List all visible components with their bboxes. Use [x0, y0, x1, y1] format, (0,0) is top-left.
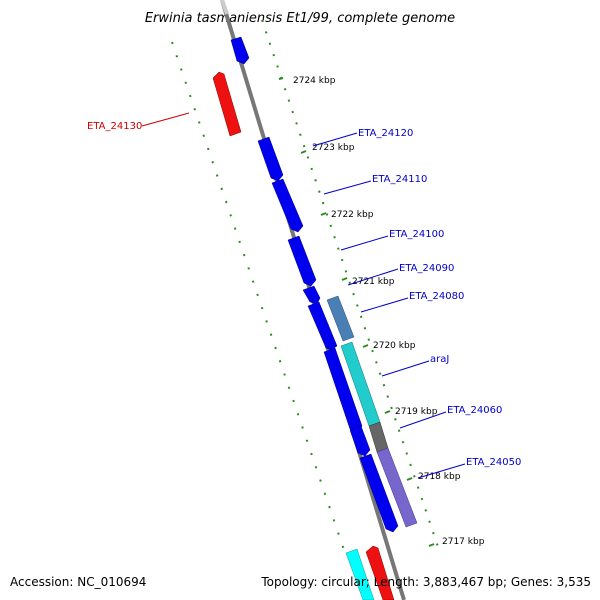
gene-ETA_24060-shape[interactable]: [368, 421, 389, 453]
genome-summary-text: Topology: circular; Length: 3,883,467 bp…: [260, 575, 591, 589]
gene-ETA_24060-companion-shape[interactable]: [349, 425, 371, 457]
scale-tick-1: 2723 kbp: [300, 143, 355, 154]
scale-tick-label: 2720 kbp: [373, 341, 416, 351]
gene-label-text: ETA_24130: [87, 121, 142, 132]
gene-label-text: araJ: [430, 354, 449, 365]
gene-label-text: ETA_24120: [358, 128, 413, 139]
scale-tick-label: 2721 kbp: [352, 277, 395, 287]
gene-label-ETA_24100[interactable]: ETA_24100: [340, 229, 444, 251]
gene-label-text: ETA_24100: [389, 229, 444, 240]
gene-ETA_24080-shape[interactable]: [307, 301, 338, 351]
gene-label-text: ETA_24080: [409, 291, 464, 302]
map-title: Erwinia tasmaniensis Et1/99, complete ge…: [145, 11, 455, 26]
gene-label-text: ETA_24060: [447, 405, 502, 416]
gene-label-ETA_24130[interactable]: ETA_24130: [87, 112, 190, 132]
scale-tick-label: 2717 kbp: [442, 537, 485, 547]
gene-label-ETA_24110[interactable]: ETA_24110: [323, 174, 427, 195]
gene-ETA_24050-companion-shape[interactable]: [359, 453, 399, 533]
scale-tick-label: 2724 kbp: [293, 76, 336, 86]
gene-label-text: ETA_24050: [466, 457, 521, 468]
gene-shape-forward-1[interactable]: [230, 36, 250, 65]
scale-tick-2: 2722 kbp: [320, 210, 374, 220]
gene-ETA_24100-shape[interactable]: [287, 235, 317, 287]
scale-tick-4: 2720 kbp: [362, 341, 416, 351]
scale-tick-label: 2722 kbp: [331, 210, 374, 220]
gene-ETA_24120-shape[interactable]: [257, 136, 284, 182]
gene-label-ETA_24090[interactable]: ETA_24090: [347, 263, 454, 286]
gene-label-araJ[interactable]: araJ: [381, 354, 449, 377]
backbone-top-fade: [220, 0, 229, 15]
gene-label-ETA_24080[interactable]: ETA_24080: [360, 291, 464, 313]
gene-ETA_24090-shape[interactable]: [302, 285, 321, 305]
gene-ETA_24130-shape[interactable]: [212, 71, 242, 137]
gene-label-text: ETA_24110: [372, 174, 427, 185]
inner-tick-track: [261, 19, 441, 554]
gene-label-ETA_24120[interactable]: ETA_24120: [312, 128, 413, 147]
gene-ETA_24080-shape-highlight[interactable]: [326, 295, 355, 342]
gene-ETA_24050-shape[interactable]: [376, 447, 418, 528]
scale-tick-label: 2719 kbp: [395, 407, 438, 417]
accession-text: Accession: NC_010694: [10, 575, 146, 589]
gene-shape-bottom-red[interactable]: [365, 545, 395, 600]
scale-tick-6: 2718 kbp: [406, 472, 461, 482]
scale-tick-3: 2721 kbp: [341, 277, 395, 287]
outer-tick-track: [171, 41, 346, 554]
scale-tick-5: 2719 kbp: [384, 407, 438, 417]
scale-tick-label: 2723 kbp: [312, 143, 355, 153]
scale-tick-0: 2724 kbp: [278, 76, 336, 86]
scale-tick-7: 2717 kbp: [428, 537, 485, 547]
scale-tick-label: 2718 kbp: [418, 472, 461, 482]
gene-label-ETA_24050[interactable]: ETA_24050: [417, 457, 521, 479]
gene-shape-bottom-cyan[interactable]: [345, 548, 375, 600]
gene-label-text: ETA_24090: [399, 263, 454, 274]
gene-ETA_24110-shape[interactable]: [271, 178, 304, 233]
gene-label-ETA_24060[interactable]: ETA_24060: [399, 405, 502, 429]
